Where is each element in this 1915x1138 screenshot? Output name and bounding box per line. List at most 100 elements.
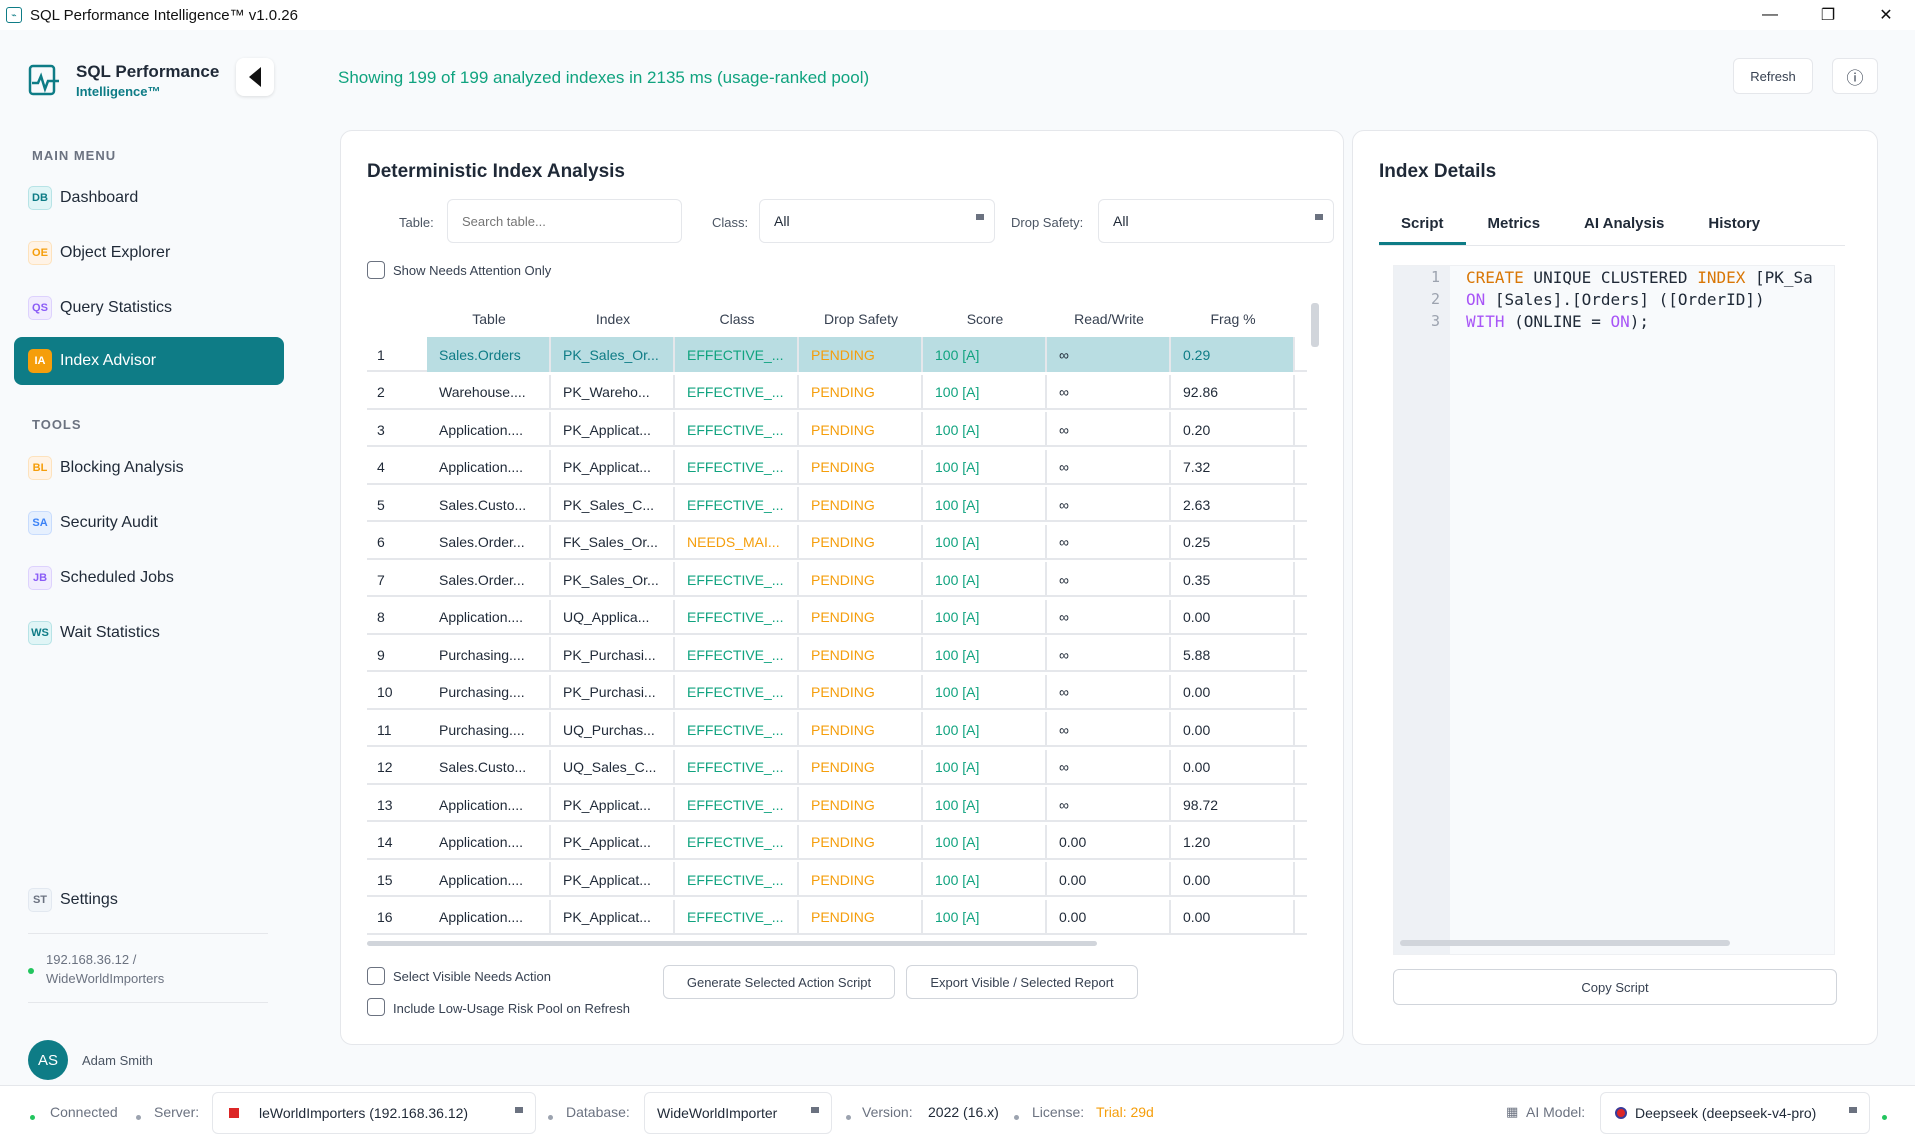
panel-title: Deterministic Index Analysis — [367, 161, 626, 182]
maximize-button[interactable]: ❐ — [1820, 7, 1836, 24]
column-header-drop-safety[interactable]: Drop Safety — [824, 311, 898, 327]
index-cell: PK_Sales_Or... — [551, 337, 675, 372]
minimize-button[interactable]: — — [1762, 6, 1778, 23]
horizontal-scrollbar[interactable] — [367, 941, 1097, 946]
drop-safety-cell: PENDING — [799, 524, 923, 560]
class-cell: EFFECTIVE_... — [675, 487, 799, 522]
ai-model-label: AI Model: — [1526, 1104, 1586, 1120]
column-header-class[interactable]: Class — [719, 311, 755, 327]
select-visible-label: Select Visible Needs Action — [393, 969, 552, 984]
column-header-frag[interactable]: Frag % — [1210, 311, 1256, 327]
user-profile[interactable]: AS Adam Smith — [28, 1040, 153, 1080]
score-cell: 100 [A] — [923, 374, 1047, 410]
index-cell: PK_Purchasi... — [551, 637, 675, 672]
export-report-button[interactable]: Export Visible / Selected Report — [906, 965, 1138, 999]
drop-safety-cell: PENDING — [799, 412, 923, 447]
table-row[interactable]: 1 Sales.Orders PK_Sales_Or... EFFECTIVE_...… — [367, 337, 1307, 372]
needs-attention-checkbox[interactable] — [367, 261, 385, 279]
column-header-table[interactable]: Table — [472, 311, 506, 327]
nav-item-wait-statistics[interactable]: WS Wait Statistics — [14, 609, 284, 657]
row-number: 5 — [377, 496, 385, 513]
column-header-score[interactable]: Score — [966, 311, 1004, 327]
ai-model-select[interactable]: Deepseek (deepseek-v4-pro) — [1600, 1092, 1870, 1134]
read-write-cell: ∞ — [1047, 749, 1171, 785]
table-row[interactable]: 9 Purchasing.... PK_Purchasi... EFFECTIVE_.… — [367, 637, 1307, 672]
table-row[interactable]: 13 Application.... PK_Applicat... EFFECTIVE… — [367, 787, 1307, 822]
table-row[interactable]: 4 Application.... PK_Applicat... EFFECTIVE_… — [367, 449, 1307, 485]
table-row[interactable]: 5 Sales.Custo... PK_Sales_C... EFFECTIVE_..… — [367, 487, 1307, 522]
server-label: Server: — [154, 1104, 200, 1120]
drop-safety-cell: PENDING — [799, 712, 923, 747]
column-header-read-write[interactable]: Read/Write — [1074, 311, 1144, 327]
needs-attention-label: Show Needs Attention Only — [393, 263, 552, 278]
class-cell: EFFECTIVE_... — [675, 337, 799, 372]
nav-item-blocking-analysis[interactable]: BL Blocking Analysis — [14, 444, 284, 492]
nav-item-security-audit[interactable]: SA Security Audit — [14, 499, 284, 547]
nav-item-scheduled-jobs[interactable]: JB Scheduled Jobs — [14, 554, 284, 602]
generate-script-button[interactable]: Generate Selected Action Script — [663, 965, 895, 999]
nav-label: Index Advisor — [60, 352, 157, 369]
score-cell: 100 [A] — [923, 712, 1047, 747]
nav-item-object-explorer[interactable]: OE Object Explorer — [14, 229, 284, 277]
refresh-button[interactable]: Refresh — [1733, 58, 1813, 94]
dropdown-icon — [976, 214, 984, 220]
table-cell: Application.... — [427, 899, 551, 935]
server-select[interactable]: leWorldImporters (192.168.36.12) — [212, 1092, 536, 1134]
table-row[interactable]: 15 Application.... PK_Applicat... EFFECTIVE… — [367, 862, 1307, 897]
row-number: 3 — [377, 421, 385, 438]
tab-ai-analysis[interactable]: AI Analysis — [1584, 215, 1665, 232]
table-row[interactable]: 2 Warehouse.... PK_Wareho... EFFECTIVE_... P… — [367, 374, 1307, 410]
read-write-cell: ∞ — [1047, 637, 1171, 672]
table-row[interactable]: 11 Purchasing.... UQ_Purchas... EFFECTIVE_.… — [367, 712, 1307, 747]
collapse-sidebar-button[interactable] — [236, 58, 274, 96]
nav-item-settings[interactable]: ST Settings — [14, 876, 284, 924]
index-cell: UQ_Applica... — [551, 599, 675, 635]
frag-cell: 2.63 — [1171, 487, 1295, 522]
tab-history[interactable]: History — [1708, 215, 1761, 232]
table-row[interactable]: 14 Application.... PK_Applicat... EFFECTIVE… — [367, 824, 1307, 860]
close-button[interactable]: ✕ — [1879, 7, 1893, 24]
table-cell: Application.... — [427, 824, 551, 860]
frag-cell: 0.25 — [1171, 524, 1295, 560]
select-visible-checkbox[interactable] — [367, 967, 385, 985]
nav-item-index-advisor[interactable]: IA Index Advisor — [14, 337, 284, 385]
table-row[interactable]: 16 Application.... PK_Applicat... EFFECTIVE… — [367, 899, 1307, 935]
title-bar: ⌁ SQL Performance Intelligence™ v1.0.26 … — [0, 0, 1915, 30]
include-low-usage-checkbox[interactable] — [367, 998, 385, 1016]
drop-safety-select[interactable]: All — [1098, 199, 1334, 243]
class-cell: EFFECTIVE_... — [675, 637, 799, 672]
vertical-scrollbar[interactable] — [1311, 303, 1319, 347]
avatar: AS — [28, 1040, 68, 1080]
table-row[interactable]: 10 Purchasing.... PK_Purchasi... EFFECTIVE_… — [367, 674, 1307, 710]
nav-label: Security Audit — [60, 514, 158, 531]
script-editor[interactable]: 1 2 3 CREATE UNIQUE CLUSTERED INDEX [PK_… — [1393, 265, 1835, 955]
table-row[interactable]: 7 Sales.Order... PK_Sales_Or... EFFECTIVE_.… — [367, 562, 1307, 597]
divider — [28, 933, 268, 934]
drop-safety-cell: PENDING — [799, 637, 923, 672]
database-select[interactable]: WideWorldImporter — [644, 1092, 832, 1134]
table-row[interactable]: 8 Application.... UQ_Applica... EFFECTIVE_.… — [367, 599, 1307, 635]
read-write-cell: 0.00 — [1047, 862, 1171, 897]
nav-item-dashboard[interactable]: DB Dashboard — [14, 174, 284, 222]
index-advisor-icon: IA — [28, 349, 52, 373]
dropdown-icon — [811, 1107, 819, 1113]
frag-cell: 0.00 — [1171, 899, 1295, 935]
table-cell: Application.... — [427, 787, 551, 822]
chip-icon: ▦ — [1506, 1104, 1519, 1119]
nav-item-query-statistics[interactable]: QS Query Statistics — [14, 284, 284, 332]
class-cell: EFFECTIVE_... — [675, 899, 799, 935]
table-search-input[interactable] — [447, 199, 682, 243]
table-row[interactable]: 3 Application.... PK_Applicat... EFFECTIVE_… — [367, 412, 1307, 447]
table-row[interactable]: 12 Sales.Custo... UQ_Sales_C... EFFECTIVE_.… — [367, 749, 1307, 785]
score-cell: 100 [A] — [923, 862, 1047, 897]
info-icon[interactable]: ⓘ — [1832, 58, 1878, 94]
class-select[interactable]: All — [759, 199, 995, 243]
column-header-index[interactable]: Index — [595, 311, 631, 327]
horizontal-scrollbar[interactable] — [1400, 940, 1730, 946]
table-row[interactable]: 6 Sales.Order... FK_Sales_Or... NEEDS_MAI..… — [367, 524, 1307, 560]
table-cell: Sales.Custo... — [427, 487, 551, 522]
status-bar: Connected Server: leWorldImporters (192.… — [0, 1085, 1915, 1138]
tab-script[interactable]: Script — [1379, 205, 1466, 245]
tab-metrics[interactable]: Metrics — [1487, 215, 1541, 232]
copy-script-button[interactable]: Copy Script — [1393, 969, 1837, 1005]
